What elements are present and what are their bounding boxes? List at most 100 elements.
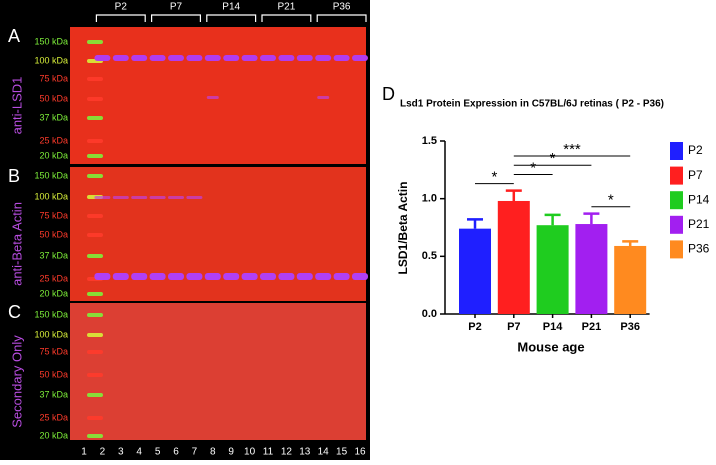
lsd1-band xyxy=(223,55,240,61)
marker-label: 150 kDa xyxy=(34,309,68,319)
lane-number: 13 xyxy=(299,447,311,458)
lane-number: 10 xyxy=(244,447,256,458)
ladder-band xyxy=(87,154,103,158)
marker-label: 75 kDa xyxy=(39,73,68,83)
actin-band xyxy=(223,273,240,280)
actin-band xyxy=(112,273,129,280)
significance-label: * xyxy=(550,150,556,167)
lane-number: 11 xyxy=(263,447,274,458)
ladder-band xyxy=(87,97,103,101)
legend-label: P14 xyxy=(688,192,710,206)
antibody-label: Secondary Only xyxy=(9,335,24,428)
ladder-band xyxy=(87,416,103,420)
actin-band xyxy=(94,273,111,280)
y-tick-label: 1.0 xyxy=(422,193,437,205)
bar xyxy=(536,225,569,314)
lane-number: 8 xyxy=(210,447,216,458)
group-label: P36 xyxy=(333,2,351,13)
significance-label: * xyxy=(530,159,536,176)
panel-letter: D xyxy=(382,84,395,104)
faint-band xyxy=(112,196,129,199)
error-bar xyxy=(583,212,600,225)
lsd1-band xyxy=(94,55,111,61)
y-axis-label: LSD1/Beta Actin xyxy=(396,182,410,275)
actin-band xyxy=(333,273,350,280)
faint-band xyxy=(186,196,203,199)
actin-band xyxy=(315,273,332,280)
group-label: P2 xyxy=(115,2,128,13)
lane-number: 5 xyxy=(155,447,161,458)
blot-panel xyxy=(70,167,366,301)
bar xyxy=(614,245,647,314)
marker-label: 100 kDa xyxy=(34,191,68,201)
marker-label: 20 kDa xyxy=(39,430,68,440)
group-bracket xyxy=(316,14,367,22)
y-tick-label: 0.5 xyxy=(422,250,437,262)
lsd1-band xyxy=(296,55,313,61)
lsd1-band xyxy=(260,55,276,61)
lsd1-band xyxy=(241,55,258,61)
marker-label: 100 kDa xyxy=(34,55,68,65)
legend-swatch xyxy=(670,166,683,185)
antibody-label: anti-Beta Actin xyxy=(9,202,24,286)
ladder-band xyxy=(87,393,103,397)
lane-number: 6 xyxy=(173,447,179,458)
x-tick-label: P2 xyxy=(468,321,481,333)
ladder-band xyxy=(87,254,103,258)
marker-label: 25 kDa xyxy=(39,135,68,145)
panel-letter: B xyxy=(8,166,20,186)
marker-label: 37 kDa xyxy=(39,250,68,260)
ladder-band xyxy=(87,434,103,438)
lane-number: 14 xyxy=(318,447,330,458)
lsd1-band xyxy=(168,55,184,61)
marker-label: 25 kDa xyxy=(39,412,68,422)
x-tick-label: P36 xyxy=(620,321,640,333)
lane-number: 9 xyxy=(228,447,234,458)
actin-band xyxy=(168,273,184,280)
x-tick-label: P7 xyxy=(507,321,520,333)
lane-number: 3 xyxy=(118,447,124,458)
group-bracket xyxy=(206,14,257,22)
bar xyxy=(459,228,491,314)
lsd1-band xyxy=(186,55,203,61)
y-tick-label: 1.5 xyxy=(422,135,437,147)
lsd1-band xyxy=(131,55,148,61)
marker-label: 100 kDa xyxy=(34,329,68,339)
legend-label: P2 xyxy=(688,143,703,157)
ladder-band xyxy=(87,40,103,44)
ladder-band xyxy=(87,373,103,377)
actin-band xyxy=(352,273,368,280)
marker-label: 20 kDa xyxy=(39,288,68,298)
lsd1-band xyxy=(315,55,332,61)
group-label: P14 xyxy=(222,2,240,13)
panel-letter: A xyxy=(8,26,20,46)
error-bar xyxy=(505,189,522,201)
faint-band xyxy=(317,96,330,99)
marker-label: 150 kDa xyxy=(34,170,68,180)
actin-band xyxy=(131,273,148,280)
legend-label: P7 xyxy=(688,168,703,182)
error-bar xyxy=(467,218,483,229)
x-tick-label: P21 xyxy=(582,321,602,333)
ladder-band xyxy=(87,139,103,143)
group-label: P7 xyxy=(170,2,183,13)
legend-label: P36 xyxy=(688,242,710,256)
lane-number: 7 xyxy=(192,447,198,458)
faint-band xyxy=(94,196,111,199)
lsd1-band xyxy=(204,55,221,61)
ladder-band xyxy=(87,174,103,178)
marker-label: 75 kDa xyxy=(39,210,68,220)
marker-label: 75 kDa xyxy=(39,346,68,356)
actin-band xyxy=(278,273,295,280)
actin-band xyxy=(149,273,166,280)
actin-band xyxy=(186,273,203,280)
lsd1-band xyxy=(278,55,295,61)
actin-band xyxy=(241,273,258,280)
marker-label: 50 kDa xyxy=(39,229,68,239)
lane-number: 4 xyxy=(136,447,142,458)
significance-label: * xyxy=(491,169,497,186)
faint-band xyxy=(149,196,166,199)
faint-band xyxy=(206,96,219,99)
actin-band xyxy=(296,273,313,280)
